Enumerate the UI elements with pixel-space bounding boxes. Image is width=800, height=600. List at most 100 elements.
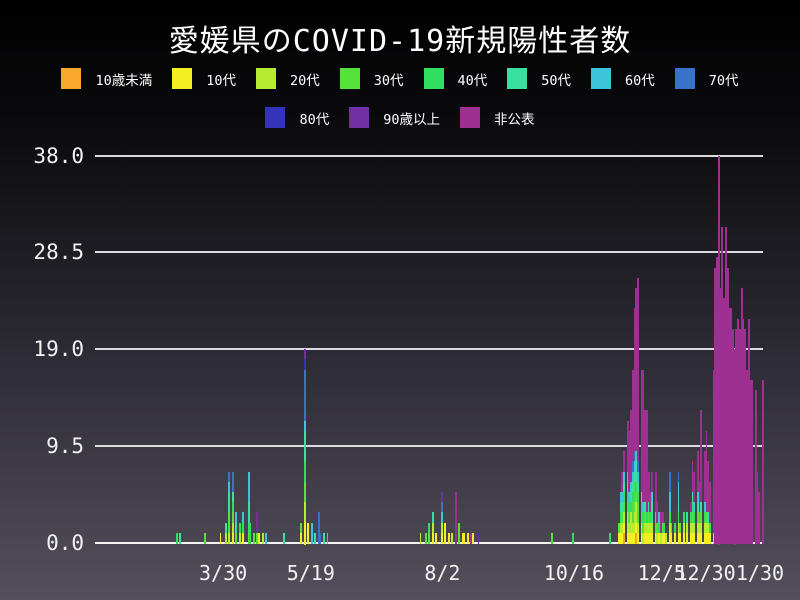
bar-segment (310, 522, 313, 543)
legend-item-label: 10代 (206, 72, 236, 89)
bar (249, 522, 252, 545)
bar (477, 532, 480, 545)
bar-segment (303, 461, 306, 482)
bar (463, 532, 466, 545)
bar (258, 532, 261, 545)
bar-segment (231, 502, 234, 513)
bar-segment (621, 502, 624, 513)
bar-segment (712, 532, 715, 543)
bar-segment (703, 512, 706, 523)
bar-segment (621, 522, 624, 533)
bar (693, 471, 696, 545)
bar (645, 410, 648, 545)
bar-segment (700, 512, 703, 523)
bar-segment (228, 471, 231, 482)
bar (658, 512, 661, 545)
bar-segment (435, 532, 438, 543)
bar-segment (693, 532, 696, 543)
bar-segment (461, 532, 464, 543)
bar (758, 492, 761, 545)
bar-segment (256, 512, 259, 533)
bar-segment (647, 471, 650, 503)
bar-segment (231, 471, 234, 492)
gridline (95, 348, 763, 351)
bar (668, 471, 671, 545)
bar-segment (689, 522, 692, 533)
bar-segment (663, 522, 666, 533)
bar (224, 522, 227, 545)
y-axis-tick-label: 28.5 (33, 240, 84, 265)
bar-segment (633, 471, 636, 482)
bar-segment (428, 522, 431, 533)
bar-segment (637, 277, 640, 462)
legend-row-2: 80代 90歳以上 非公表 (0, 107, 800, 128)
bar-segment (626, 512, 629, 533)
legend-color-swatch (507, 68, 528, 89)
bar-segment (703, 451, 706, 503)
bar-segment (631, 481, 634, 492)
bar-segment (630, 410, 633, 482)
legend-color-swatch (172, 68, 193, 89)
bar-segment (661, 512, 664, 523)
legend-item: 20代 (255, 68, 320, 89)
bar-segment (444, 522, 447, 543)
bar-segment (572, 532, 575, 543)
legend-color-swatch (674, 68, 695, 89)
bar-segment (645, 410, 648, 513)
legend-color-swatch (591, 68, 612, 89)
bar (728, 308, 731, 545)
bar (470, 532, 473, 545)
bar (637, 277, 640, 545)
bar-segment (696, 502, 699, 513)
bar-segment (231, 492, 234, 503)
bar-segment (440, 502, 443, 513)
bar (703, 451, 706, 545)
bar-segment (228, 532, 231, 543)
bar-segment (630, 532, 633, 543)
bar-segment (635, 532, 638, 543)
bar-segment (631, 532, 634, 543)
bar-segment (677, 522, 680, 533)
bar-segment (628, 512, 631, 523)
bar-segment (661, 532, 664, 543)
bar-segment (649, 492, 652, 513)
gridline (95, 251, 763, 254)
bar-segment (619, 512, 622, 523)
bar-segment (428, 532, 431, 543)
bar-segment (654, 471, 657, 513)
legend-row-1: 10歳未満 10代 20代 30代 40代 50代 60代 70代 (0, 68, 800, 89)
bar-segment (630, 491, 633, 503)
bar-segment (619, 532, 622, 543)
bar-segment (477, 532, 480, 543)
bar-segment (677, 502, 680, 513)
bar-segment (551, 532, 554, 543)
bar (235, 512, 238, 545)
bar-segment (747, 318, 750, 543)
bar-segment (649, 512, 652, 523)
bar-segment (231, 532, 234, 543)
bar-segment (663, 532, 666, 543)
y-axis-tick-label: 19.0 (33, 337, 84, 362)
bar-segment (628, 532, 631, 543)
bar-segment (256, 532, 259, 543)
legend-color-swatch (339, 68, 360, 89)
bar-segment (419, 532, 422, 543)
bar-segment (623, 491, 626, 503)
bar-segment (698, 522, 701, 533)
bar-segment (668, 512, 671, 523)
bar-segment (454, 492, 457, 543)
x-axis-tick-label: 8/2 (424, 561, 461, 585)
bar-segment (670, 522, 673, 533)
bar (323, 532, 325, 545)
bar (326, 532, 329, 545)
bar-segment (691, 502, 694, 513)
bar-segment (630, 502, 633, 513)
bar (723, 298, 726, 545)
bar (714, 267, 717, 545)
bar-segment (631, 522, 634, 533)
bar-segment (693, 522, 696, 533)
bar-segment (645, 512, 648, 523)
bar (679, 522, 682, 545)
bar-segment (709, 481, 711, 523)
bar-segment (691, 491, 694, 503)
